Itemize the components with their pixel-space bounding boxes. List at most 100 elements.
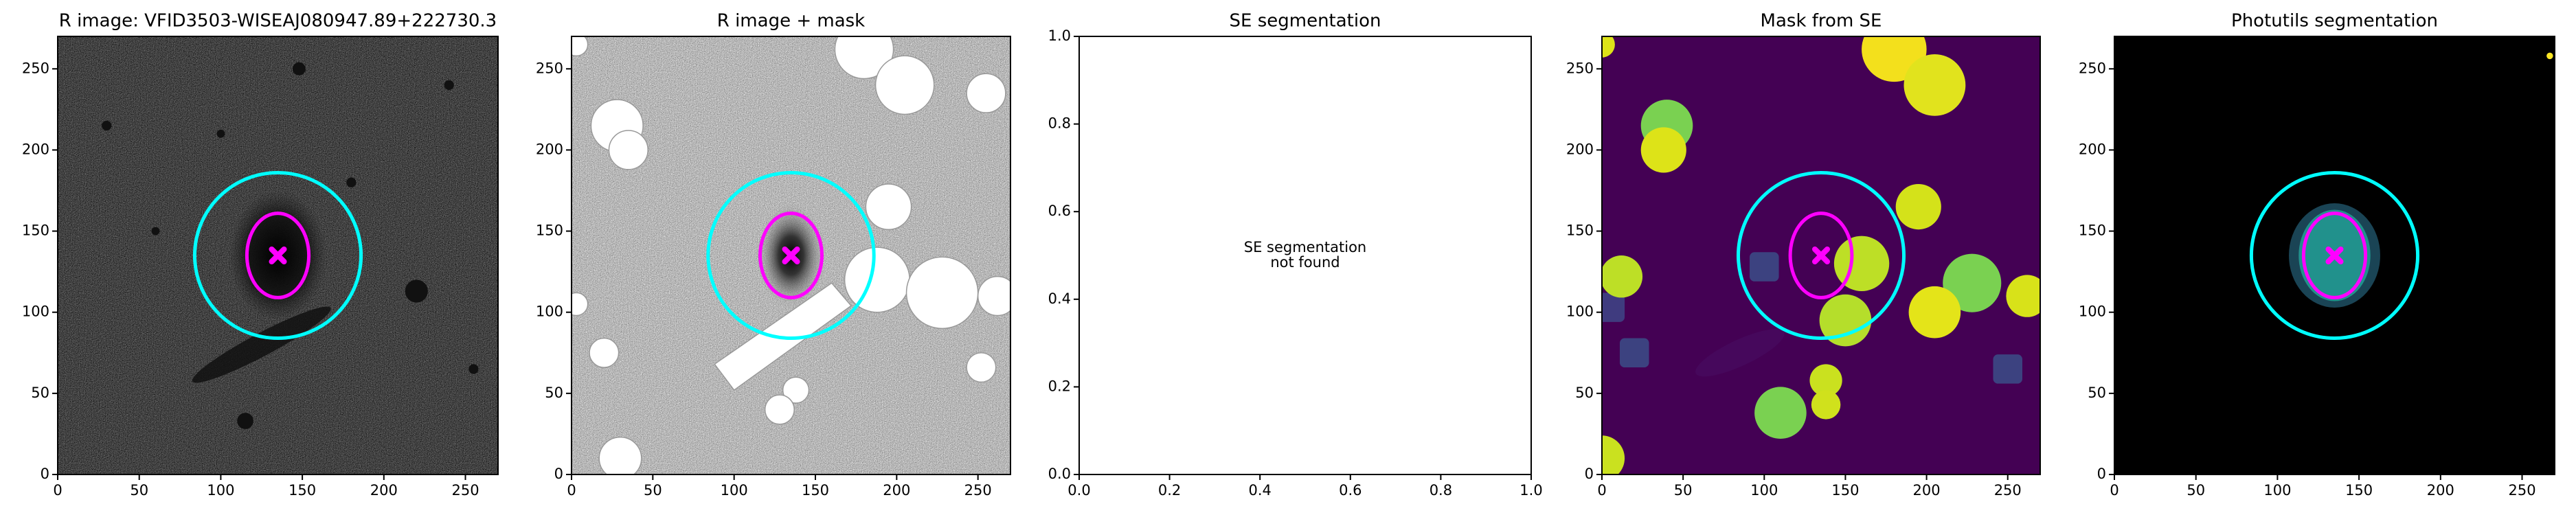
mask-region	[608, 130, 648, 170]
segment-small	[2546, 52, 2553, 60]
x-tick-label: 150	[2345, 482, 2373, 499]
star	[405, 279, 428, 303]
mask-region	[598, 436, 642, 474]
y-tick-label: 1.0	[1048, 27, 1071, 44]
mask-region	[1754, 387, 1807, 439]
y-tick-label: 0	[41, 466, 49, 482]
y-tick-label: 250	[2079, 60, 2106, 76]
x-tick-label: 0.6	[1339, 482, 1362, 499]
x-tick-label: 250	[451, 482, 479, 499]
x-tick-label: 0	[2110, 482, 2119, 499]
mask-region	[1750, 252, 1779, 282]
y-tick-label: 50	[2088, 385, 2106, 401]
y-tick-label: 0.4	[1048, 290, 1071, 307]
mask-region	[1895, 184, 1941, 230]
x-tick-label: 200	[370, 482, 398, 499]
mask-region	[1602, 435, 1625, 474]
axes-frame	[571, 36, 1011, 475]
x-tick-label: 200	[883, 482, 910, 499]
y-tick-label: 0	[1585, 466, 1594, 482]
x-tick-label: 0.8	[1430, 482, 1452, 499]
center-marker	[269, 247, 287, 264]
mask-region	[1833, 236, 1890, 291]
galaxy-ellipse	[245, 211, 311, 299]
star	[468, 364, 479, 374]
x-tick-label: 0	[567, 482, 576, 499]
x-tick-label: 0	[1597, 482, 1606, 499]
mask-region	[1819, 294, 1872, 347]
galaxy-ellipse	[1788, 211, 1854, 299]
y-tick-label: 100	[2079, 304, 2106, 320]
plot-area	[2114, 36, 2555, 474]
plot-background	[1079, 36, 1531, 474]
galaxy-ellipse	[758, 211, 824, 299]
center-marker	[1812, 247, 1830, 264]
mask-region	[764, 394, 795, 425]
star	[346, 177, 357, 187]
y-tick-label: 250	[1566, 60, 1594, 76]
streak	[192, 306, 331, 383]
axes-frame	[1078, 36, 1532, 475]
x-tick-label: 0	[53, 482, 62, 499]
aperture-circle	[706, 170, 876, 341]
aperture-circle	[2249, 170, 2420, 341]
x-tick-label: 100	[207, 482, 234, 499]
panel-title: Photutils segmentation	[2231, 11, 2438, 32]
y-tick-label: 200	[536, 141, 563, 157]
y-tick-label: 250	[536, 60, 563, 76]
mask-region	[1993, 354, 2023, 384]
x-tick-label: 0.2	[1158, 482, 1181, 499]
x-tick-label: 150	[289, 482, 316, 499]
plot-area	[572, 36, 1010, 474]
star	[216, 129, 225, 138]
y-tick-label: 150	[22, 222, 49, 239]
axes-frame	[1601, 36, 2041, 475]
panel: R image: VFID3503-WISEAJ080947.89+222730…	[22, 11, 499, 499]
annotation: not found	[1270, 254, 1340, 271]
faint-region	[1695, 329, 1785, 377]
x-tick-label: 100	[1750, 482, 1778, 499]
y-tick-label: 200	[2079, 141, 2106, 157]
mask-region	[572, 292, 589, 317]
mask-region	[844, 247, 911, 313]
panel: R image + mask 0 50 100 150 200 250 0 50 100 150 20…	[536, 11, 1011, 499]
mask-region	[1908, 286, 1961, 339]
y-tick-label: 0.0	[1048, 466, 1071, 482]
x-tick-label: 100	[721, 482, 748, 499]
star	[102, 120, 112, 131]
y-tick-label: 150	[1566, 222, 1594, 239]
x-tick-label: 250	[2508, 482, 2535, 499]
panel-title: Mask from SE	[1761, 11, 1882, 32]
y-tick-label: 100	[22, 304, 49, 320]
x-tick-label: 1.0	[1519, 482, 1542, 499]
mask-region	[782, 376, 810, 404]
y-tick-label: 0	[554, 466, 563, 482]
mask-region	[1602, 36, 1615, 58]
panel: Mask from SE 0 50 100 150 200 250 0 50 100 150 200 2…	[1566, 11, 2041, 499]
y-tick-label: 0.2	[1048, 378, 1071, 394]
plot-area	[1079, 36, 1531, 474]
aperture-circle	[1736, 170, 1906, 341]
mask-region	[1903, 54, 1966, 116]
x-tick-label: 250	[964, 482, 992, 499]
mask-region	[2006, 275, 2040, 317]
mask-region	[966, 352, 997, 383]
aperture-circle	[192, 170, 363, 341]
y-tick-label: 150	[2079, 222, 2106, 239]
mask-region	[977, 275, 1010, 317]
mask-region	[905, 256, 979, 330]
mask-region	[1943, 253, 2002, 312]
mask-region	[1809, 364, 1842, 397]
mask-region	[1640, 127, 1686, 173]
mask-region	[966, 73, 1006, 113]
panel-title: R image: VFID3503-WISEAJ080947.89+222730…	[59, 11, 497, 32]
y-tick-label: 100	[536, 304, 563, 320]
x-tick-label: 200	[1913, 482, 1941, 499]
star	[237, 413, 253, 429]
mask-region	[572, 36, 589, 57]
axes-frame	[2114, 36, 2555, 475]
x-tick-label: 50	[130, 482, 148, 499]
plot-area	[58, 36, 498, 474]
mask-region	[1602, 293, 1625, 322]
